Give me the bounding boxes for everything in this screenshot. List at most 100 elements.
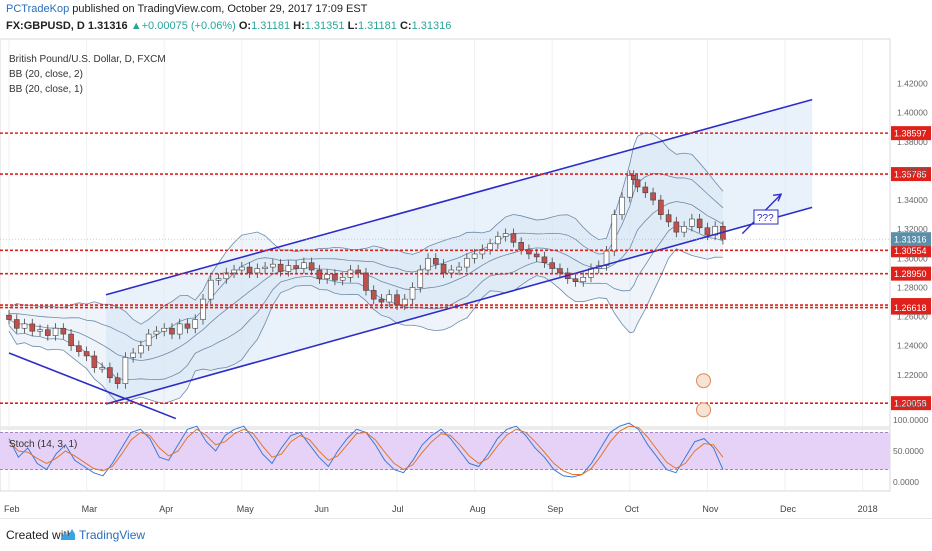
bb-basis [8, 201, 724, 362]
candle-body [60, 327, 67, 335]
tradingview-logo-icon [61, 529, 75, 540]
candle-body [471, 253, 478, 259]
candle [6, 310, 12, 325]
candle [153, 326, 160, 340]
candle [642, 181, 649, 198]
level-badge-1.38597 [891, 126, 931, 141]
candle-body [107, 367, 113, 379]
x-tick-label-jun: Jun [314, 504, 329, 514]
candle [386, 289, 393, 308]
question-box[interactable] [753, 209, 779, 225]
x-tick-label-mar: Mar [82, 504, 98, 514]
level-label-1.38597: 1.38597 [894, 129, 927, 139]
candle [417, 264, 424, 293]
created-with-text: Created with [6, 528, 74, 542]
candle [99, 362, 105, 373]
candle [510, 228, 517, 248]
candle [557, 263, 563, 279]
event-flag-icon[interactable] [696, 373, 712, 389]
candle-body [611, 214, 618, 252]
candle [52, 323, 59, 341]
candle [308, 257, 315, 276]
x-tick-label-apr: Apr [159, 504, 173, 514]
candle-body [533, 253, 540, 258]
candle-body [456, 266, 462, 271]
candle-body [642, 186, 649, 194]
candle [13, 314, 20, 334]
last-price-badge [891, 232, 931, 247]
candle-body [704, 227, 711, 236]
y-tick-label: 1.34000 [897, 195, 928, 205]
candle-body [169, 327, 175, 335]
candle [301, 257, 307, 274]
candle-body [339, 276, 346, 281]
legend-stoch: Stoch (14, 3, 1) [9, 439, 78, 450]
candle-body [37, 329, 43, 332]
candle-body [68, 333, 74, 347]
candle [122, 352, 129, 389]
candle [370, 285, 377, 305]
tradingview-brand-link[interactable]: TradingView [79, 528, 146, 542]
candle [37, 324, 43, 337]
candle-body [650, 192, 656, 201]
candle-body [239, 266, 245, 271]
last-price-label: 1.31316 [894, 235, 927, 245]
candle-body [526, 249, 532, 255]
candle-body [370, 290, 377, 300]
candle [681, 221, 687, 238]
level-badge-1.30554 [891, 243, 931, 258]
candle-body [557, 268, 563, 274]
candle-body [510, 233, 517, 243]
close-value: 1.31316 [411, 20, 452, 32]
event-flag-icon[interactable] [696, 402, 712, 418]
candle [161, 323, 167, 337]
candle-body [378, 298, 385, 303]
candle-body [409, 287, 416, 300]
candle [332, 269, 338, 286]
candle [456, 261, 462, 276]
candle [526, 244, 532, 260]
candle-body [246, 266, 253, 274]
candle-body [580, 276, 587, 282]
candle [425, 253, 431, 276]
candle-body [176, 323, 183, 335]
candle [91, 350, 98, 373]
candle-body [495, 236, 501, 245]
candle-body [363, 272, 369, 291]
candle [673, 216, 680, 238]
high-value: 1.31351 [304, 20, 345, 32]
candle [231, 264, 237, 279]
candle [630, 170, 637, 185]
publisher-link[interactable]: PCTradeKop [6, 3, 70, 15]
x-tick-label-jul: Jul [392, 504, 404, 514]
candle-body [6, 314, 12, 320]
candle-body [332, 274, 338, 281]
change-arrow-icon: ▲ [130, 20, 142, 32]
candle-body [161, 327, 167, 332]
candle-body [355, 269, 362, 274]
candle [401, 294, 408, 311]
close-label: C: [399, 20, 412, 32]
candle-body [432, 258, 439, 265]
x-tick-label-dec: Dec [780, 504, 797, 514]
candle-body [29, 323, 36, 332]
candle-body [658, 199, 664, 215]
candle [76, 340, 82, 357]
candle-body [448, 269, 455, 274]
stoch-band [0, 432, 890, 470]
chart-canvas[interactable]: 1.385971.357851.305541.289501.267931.266… [0, 36, 932, 518]
candle [215, 273, 222, 286]
candle [626, 170, 633, 203]
x-tick-label-sep: Sep [547, 504, 563, 514]
price-pane [0, 38, 891, 428]
candle-body [207, 279, 214, 300]
x-tick-label-may: May [237, 504, 255, 514]
stoch-d-line [8, 425, 724, 476]
candle [184, 318, 191, 334]
candle [665, 209, 672, 228]
candle [549, 257, 556, 274]
candle [293, 260, 299, 274]
candle-body [76, 345, 82, 352]
candle [60, 323, 67, 340]
stoch-y-tick-label: 0.0000 [893, 477, 919, 487]
